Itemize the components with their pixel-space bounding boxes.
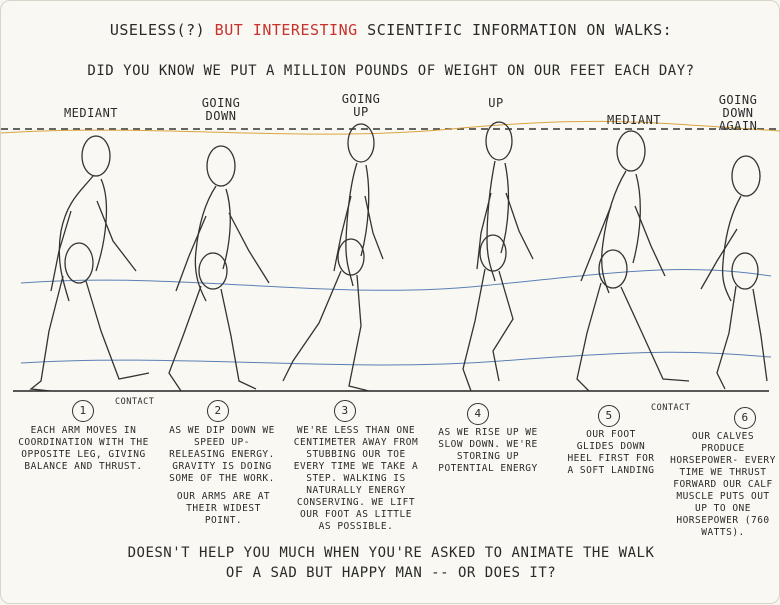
note-text-6: OUR CALVES PRODUCE HORSEPOWER- EVERY TIM… — [670, 431, 776, 538]
knee-path-line — [20, 351, 772, 366]
phase-label-3: GOING UP — [341, 92, 381, 119]
phase-label-4: UP — [488, 96, 504, 110]
note-text-1: EACH ARM MOVES IN COORDINATION WITH THE … — [18, 425, 149, 472]
note-text-2b: OUR ARMS ARE AT THEIR WIDEST POINT. — [176, 491, 271, 526]
note-text-4: AS WE RISE UP WE SLOW DOWN. WE'RE STORIN… — [438, 427, 538, 474]
note-number-4: 4 — [467, 403, 489, 425]
figure-3 — [282, 123, 384, 392]
note-number-5: 5 — [598, 405, 620, 427]
phase-label-6: GOING DOWN AGAIN — [718, 93, 758, 133]
figure-4 — [462, 121, 534, 392]
title-prefix: USELESS(?) — [109, 21, 206, 39]
note-text-3: WE'RE LESS THAN ONE CENTIMETER AWAY FROM… — [293, 425, 419, 532]
note-text-5: OUR FOOT GLIDES DOWN HEEL FIRST FOR A SO… — [567, 429, 655, 476]
title-suffix: SCIENTIFIC INFORMATION ON WALKS: — [367, 21, 673, 39]
page-title: USELESS(?) BUT INTERESTING SCIENTIFIC IN… — [1, 21, 780, 39]
footer-caption: DOESN'T HELP YOU MUCH WHEN YOU'RE ASKED … — [1, 543, 780, 583]
footer-line-1: DOESN'T HELP YOU MUCH WHEN YOU'RE ASKED … — [127, 545, 655, 561]
note-text-2: AS WE DIP DOWN WE SPEED UP- RELEASING EN… — [169, 425, 275, 484]
footer-line-2: OF A SAD BUT HAPPY MAN -- OR DOES IT? — [225, 565, 557, 581]
note-number-3: 3 — [334, 400, 356, 422]
head-path-line — [1, 120, 780, 135]
phase-label-2: GOING DOWN — [201, 96, 241, 123]
figure-6 — [700, 155, 768, 390]
figure-2 — [168, 145, 270, 392]
figure-5 — [576, 130, 690, 392]
question-line: DID YOU KNOW WE PUT A MILLION POUNDS OF … — [87, 63, 695, 79]
note-number-6: 6 — [734, 407, 756, 429]
phase-label-5: MEDIANT — [606, 113, 662, 127]
phase-label-1: MEDIANT — [63, 106, 119, 120]
note-number-2: 2 — [207, 400, 229, 422]
note-number-1: 1 — [72, 400, 94, 422]
hip-path-line — [20, 268, 772, 291]
figure-1 — [29, 135, 150, 392]
title-highlight: BUT INTERESTING — [214, 21, 358, 39]
contact-label-2: CONTACT — [651, 403, 691, 413]
contact-label-1: CONTACT — [115, 397, 155, 407]
